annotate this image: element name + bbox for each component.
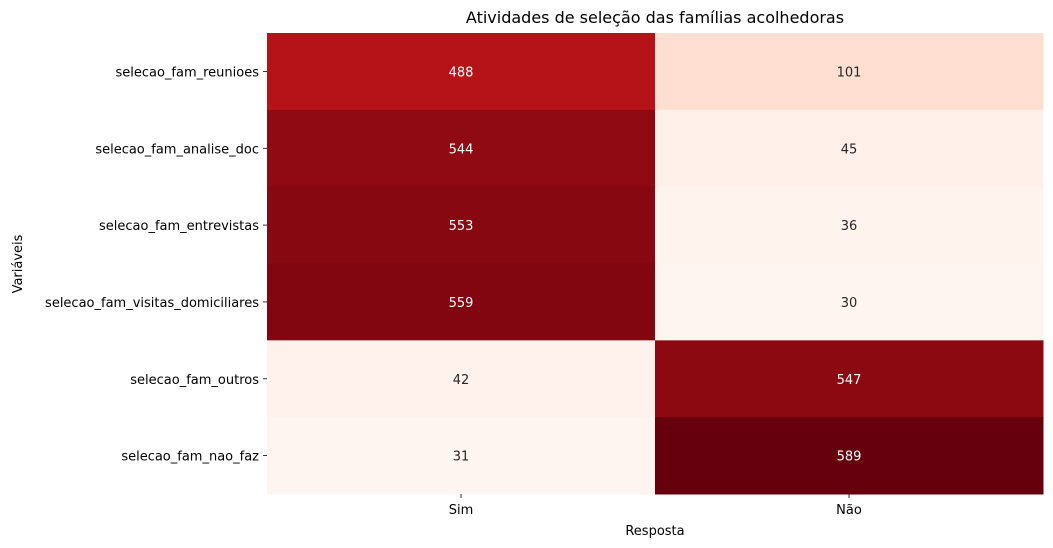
heatmap-cell-selecao-fam-outros-sim	[267, 340, 656, 418]
cell-value-label-selecao-fam-reunioes-sim: 488	[449, 65, 474, 80]
heatmap-cell-selecao-fam-reunioes-sim	[267, 33, 656, 111]
cell-value-label-selecao-fam-reunioes-nao: 101	[837, 65, 862, 80]
x-tick-labels: Sim Não	[449, 494, 862, 518]
cell-value-label-selecao-fam-analise-doc-sim: 544	[449, 142, 474, 157]
cell-value-label-selecao-fam-visitas-domiciliares-nao: 30	[841, 296, 858, 311]
y-tick-label-selecao-fam-reunioes: selecao_fam_reunioes	[115, 65, 259, 80]
cell-value-label-selecao-fam-nao-faz-nao: 589	[837, 450, 862, 465]
heatmap-cell-selecao-fam-entrevistas-sim	[267, 186, 656, 264]
x-axis-label: Resposta	[625, 524, 684, 539]
cell-value-label-selecao-fam-visitas-domiciliares-sim: 559	[449, 296, 474, 311]
heatmap-cell-selecao-fam-analise-doc-nao	[655, 109, 1044, 188]
heatmap-cell-selecao-fam-nao-faz-sim	[267, 417, 656, 495]
heatmap-cell-selecao-fam-nao-faz-nao	[655, 417, 1044, 495]
y-tick-label-selecao-fam-nao-faz: selecao_fam_nao_faz	[121, 450, 259, 465]
x-tick-label-sim: Sim	[449, 503, 474, 518]
y-tick-label-selecao-fam-analise-doc: selecao_fam_analise_doc	[95, 142, 259, 157]
cell-value-label-selecao-fam-outros-sim: 42	[453, 373, 470, 388]
y-tick-label-selecao-fam-outros: selecao_fam_outros	[130, 373, 259, 388]
heatmap-cell-selecao-fam-entrevistas-nao	[655, 186, 1044, 264]
heatmap-cells: 488 101 544 45 553 36 559 30 42 547 31 589	[267, 33, 1044, 495]
y-axis-label: Variáveis	[11, 234, 26, 293]
cell-value-label-selecao-fam-analise-doc-nao: 45	[841, 142, 858, 157]
chart-title: Atividades de seleção das famílias acolh…	[466, 8, 844, 27]
heatmap-cell-selecao-fam-reunioes-nao	[655, 33, 1044, 111]
cell-value-label-selecao-fam-outros-nao: 547	[837, 373, 862, 388]
heatmap-cell-selecao-fam-analise-doc-sim	[267, 109, 656, 188]
y-tick-label-selecao-fam-entrevistas: selecao_fam_entrevistas	[99, 219, 259, 234]
cell-value-label-selecao-fam-entrevistas-nao: 36	[841, 219, 858, 234]
y-tick-labels: selecao_fam_reunioes selecao_fam_analise_…	[45, 65, 267, 465]
x-tick-label-nao: Não	[836, 503, 862, 518]
cell-value-label-selecao-fam-entrevistas-sim: 553	[449, 219, 474, 234]
cell-value-label-selecao-fam-nao-faz-sim: 31	[453, 450, 470, 465]
heatmap-cell-selecao-fam-visitas-domiciliares-sim	[267, 263, 656, 341]
heatmap-cell-selecao-fam-outros-nao	[655, 340, 1044, 418]
y-tick-label-selecao-fam-visitas-domiciliares: selecao_fam_visitas_domiciliares	[45, 296, 259, 311]
heatmap-cell-selecao-fam-visitas-domiciliares-nao	[655, 263, 1044, 341]
